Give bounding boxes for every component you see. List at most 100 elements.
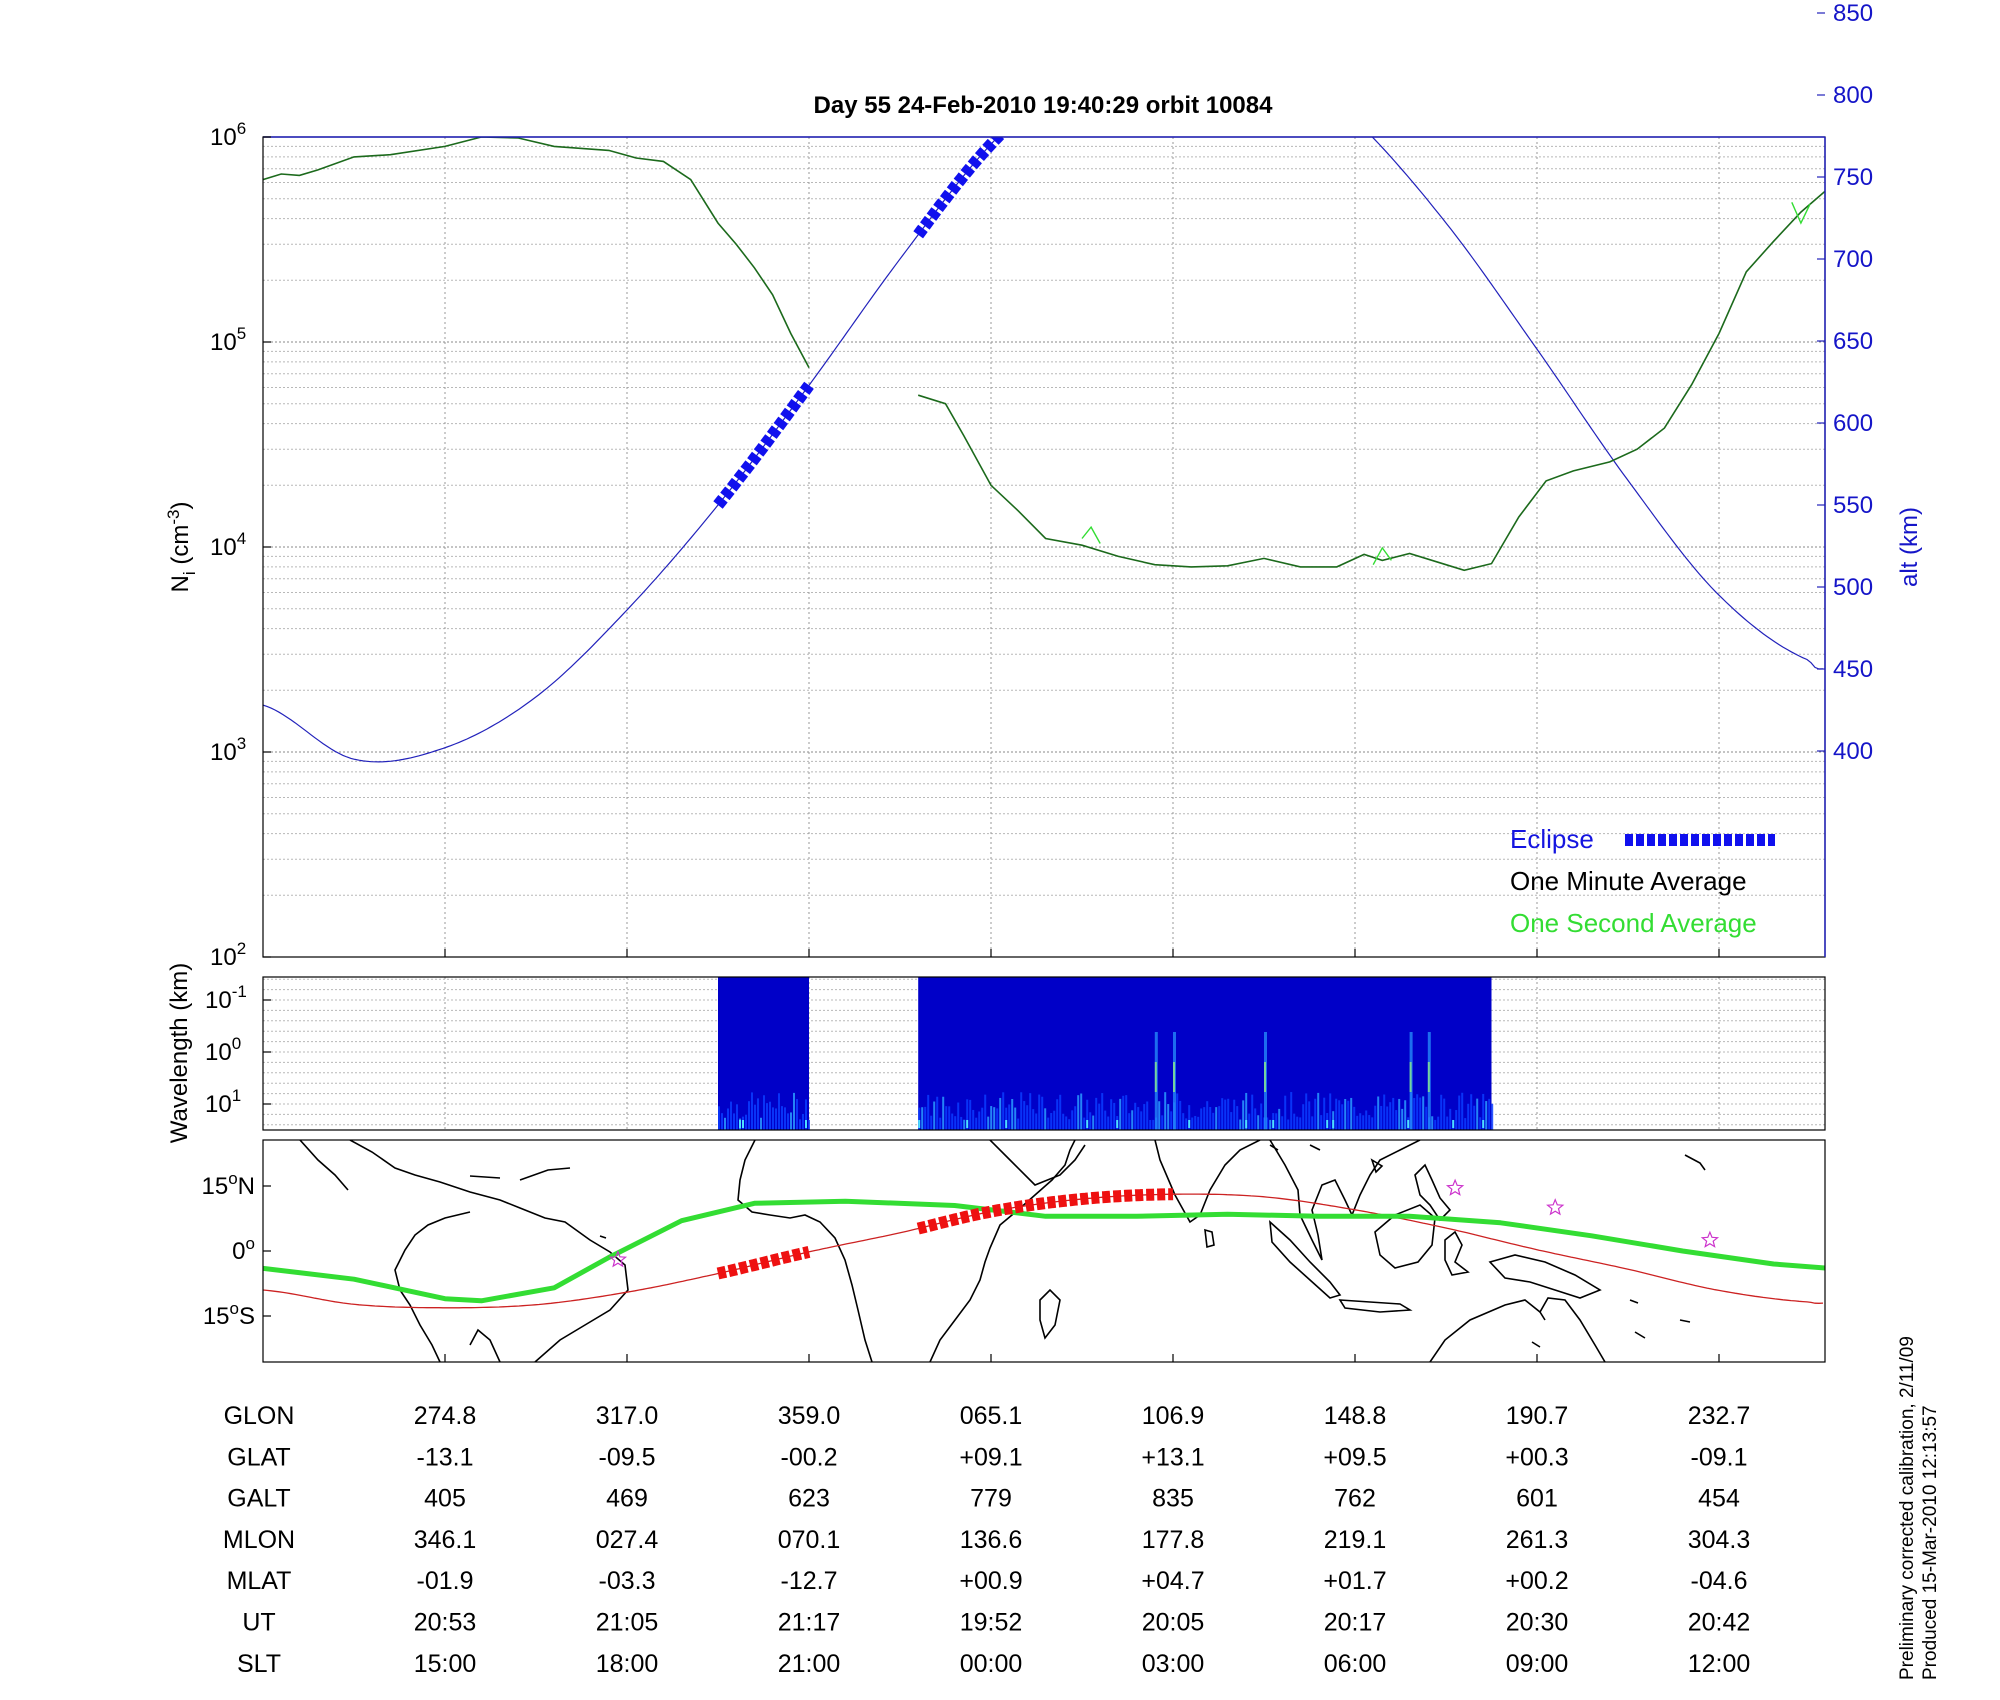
spectrogram-column <box>1419 1097 1422 1130</box>
spectrogram-column <box>1458 1095 1461 1130</box>
density-tick-label: 105 <box>210 324 246 356</box>
spectrogram-column <box>772 1107 774 1130</box>
spectrogram-column <box>927 1094 930 1130</box>
table-row-label: MLAT <box>227 1567 292 1595</box>
altitude-tick-label: 850 <box>1833 0 1873 27</box>
spectrogram-column <box>1110 1099 1113 1130</box>
spectrogram-ylabel: Wavelength (km) <box>166 963 193 1144</box>
station-markers <box>608 1178 1720 1268</box>
ylabel-unit-close: ) <box>167 502 194 510</box>
spectrogram-column <box>1266 1117 1269 1130</box>
spectrogram-column <box>1377 1096 1380 1130</box>
spectrogram-column <box>1341 1104 1344 1130</box>
legend-one-minute-label: One Minute Average <box>1510 866 1747 896</box>
table-cell: 106.9 <box>1142 1402 1205 1430</box>
table-cell: +00.9 <box>959 1567 1022 1595</box>
spectrogram-bright <box>805 1120 807 1128</box>
spectrogram-column <box>954 1116 957 1130</box>
spectrogram-column <box>1392 1097 1395 1130</box>
spectrogram-column <box>1353 1106 1356 1130</box>
spectrogram-column <box>1464 1118 1467 1130</box>
spectrogram-column <box>1239 1119 1242 1130</box>
spectrogram-column <box>1356 1115 1359 1130</box>
tick-exp: 5 <box>237 324 246 343</box>
lat-value: 15 <box>201 1173 228 1200</box>
chart-title: Day 55 24-Feb-2010 19:40:29 orbit 10084 <box>814 92 1274 119</box>
spectrogram-column <box>733 1113 735 1130</box>
spectrogram-column <box>1380 1105 1383 1130</box>
spectrogram-column <box>1233 1099 1236 1130</box>
spectrogram-column <box>1395 1110 1398 1130</box>
spectrogram-column <box>1047 1117 1050 1130</box>
table-cell: 232.7 <box>1688 1402 1751 1430</box>
spectrogram-column <box>1059 1094 1062 1130</box>
density-lines <box>263 137 1825 572</box>
table-row-label: UT <box>242 1609 275 1637</box>
spectrogram-column <box>766 1103 768 1130</box>
spectrogram-column <box>781 1106 783 1130</box>
spectrogram-column <box>1056 1099 1059 1130</box>
table-cell: 21:05 <box>596 1609 659 1637</box>
spectrogram-column <box>1164 1092 1167 1130</box>
map-eclipse-segment <box>916 1188 1174 1235</box>
spectrogram-column <box>1437 1116 1440 1130</box>
spectrogram-column <box>787 1113 789 1130</box>
spectrogram-column <box>1242 1100 1245 1130</box>
table-cell: 21:00 <box>778 1650 841 1678</box>
spectrogram-column <box>1083 1117 1086 1130</box>
spectrogram-column <box>1230 1112 1233 1130</box>
map-eclipse-markers <box>716 1188 1174 1280</box>
spectrogram-column <box>1023 1101 1026 1130</box>
spectrogram-column <box>745 1114 747 1130</box>
table-cell: 18:00 <box>596 1650 659 1678</box>
table-cell: 405 <box>424 1485 466 1513</box>
lat-value: 15 <box>203 1303 230 1330</box>
spectrogram-column <box>1347 1100 1350 1130</box>
spectrogram-column <box>1260 1103 1263 1130</box>
table-cell: +09.1 <box>959 1443 1022 1471</box>
altitude-ylabel: alt (km) <box>1896 507 1923 587</box>
spectrogram-column <box>993 1107 996 1130</box>
table-cell: 601 <box>1516 1485 1558 1513</box>
spectrogram-column <box>1281 1116 1284 1130</box>
spectrogram-peak <box>1173 1062 1175 1092</box>
lat-tick-label: 15oS <box>203 1299 255 1330</box>
spectrogram-column <box>1137 1107 1140 1130</box>
tick-exp: -1 <box>232 982 247 1001</box>
spectrogram-column <box>1134 1102 1137 1130</box>
spectrogram-column <box>730 1101 732 1130</box>
spectrogram-column <box>1422 1096 1425 1130</box>
spectrogram-column <box>1455 1110 1458 1130</box>
tick-exp: 2 <box>237 939 246 958</box>
table-cell: -00.2 <box>781 1443 838 1471</box>
altitude-tick-label: 500 <box>1833 574 1873 601</box>
spectrogram-column <box>769 1101 771 1130</box>
spectrogram-column <box>1302 1104 1305 1130</box>
legend-eclipse-label: Eclipse <box>1510 824 1594 854</box>
spectrogram-column <box>1092 1115 1095 1130</box>
spectrogram-column <box>763 1095 765 1130</box>
table-cell: +01.7 <box>1323 1567 1386 1595</box>
spectrogram-bright <box>966 1120 969 1128</box>
spectrogram-column <box>1062 1113 1065 1130</box>
spectrogram-column <box>1479 1117 1482 1130</box>
density-line-segment-1 <box>263 137 810 368</box>
spectrogram-column <box>1482 1093 1485 1130</box>
table-cell: 261.3 <box>1506 1526 1569 1554</box>
spectrogram-column <box>1122 1095 1125 1130</box>
spectrogram-column <box>775 1108 777 1130</box>
table-cell: 274.8 <box>414 1402 477 1430</box>
spectrogram-column <box>1020 1092 1023 1130</box>
ephemeris-table: GLON GLAT GALT MLON MLAT UT SLT 274.8 -13.1 405 34… <box>223 1402 1750 1678</box>
spectrogram-column <box>778 1093 780 1130</box>
station-star <box>1546 1198 1565 1216</box>
spectrogram-column <box>1125 1095 1128 1130</box>
spectrogram-column <box>936 1096 939 1130</box>
table-row-label: GALT <box>227 1485 290 1513</box>
spectrogram-column <box>1140 1111 1143 1130</box>
spectrogram-column <box>1041 1096 1044 1130</box>
coastline-south-america <box>349 1140 629 1362</box>
spectrogram-column <box>1218 1106 1221 1130</box>
spectrogram-bright <box>1332 1120 1335 1128</box>
spectrogram-column <box>754 1104 756 1130</box>
